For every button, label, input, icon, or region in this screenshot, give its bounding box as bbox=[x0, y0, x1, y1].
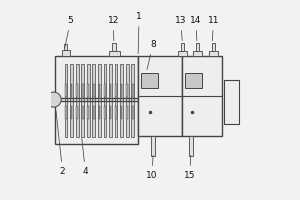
Bar bbox=[178, 51, 187, 56]
Bar bbox=[82, 106, 83, 119]
Bar bbox=[120, 64, 123, 137]
Circle shape bbox=[46, 92, 61, 107]
Bar bbox=[76, 106, 78, 119]
Bar bbox=[55, 56, 138, 144]
Text: 14: 14 bbox=[190, 16, 201, 41]
Bar bbox=[82, 84, 83, 97]
Bar bbox=[151, 136, 155, 156]
Text: 5: 5 bbox=[65, 16, 74, 48]
Bar bbox=[104, 84, 106, 97]
Bar bbox=[132, 106, 134, 119]
Bar bbox=[103, 64, 106, 137]
Bar bbox=[126, 64, 129, 137]
Bar bbox=[182, 56, 221, 136]
Bar bbox=[115, 84, 117, 97]
Bar bbox=[93, 106, 94, 119]
Bar bbox=[112, 43, 116, 51]
Bar bbox=[93, 84, 94, 97]
Bar bbox=[138, 56, 182, 136]
Bar bbox=[98, 84, 100, 97]
Bar bbox=[212, 43, 214, 51]
Bar bbox=[104, 106, 106, 119]
Bar bbox=[193, 51, 202, 56]
Text: 10: 10 bbox=[146, 155, 158, 180]
Bar bbox=[98, 106, 100, 119]
Text: 13: 13 bbox=[175, 16, 187, 41]
Bar bbox=[141, 73, 158, 88]
Bar bbox=[76, 64, 79, 137]
Bar bbox=[87, 64, 90, 137]
Bar bbox=[71, 106, 72, 119]
Text: 2: 2 bbox=[56, 111, 65, 176]
Bar bbox=[64, 64, 68, 137]
Bar bbox=[64, 44, 67, 50]
Bar bbox=[126, 106, 128, 119]
Text: 12: 12 bbox=[108, 16, 119, 41]
Bar bbox=[126, 84, 128, 97]
Bar bbox=[109, 51, 120, 56]
Bar bbox=[61, 50, 70, 56]
Bar bbox=[71, 84, 72, 97]
Bar bbox=[110, 84, 111, 97]
Bar bbox=[65, 84, 67, 97]
Text: 11: 11 bbox=[208, 16, 219, 41]
Bar bbox=[208, 51, 217, 56]
Bar bbox=[115, 64, 117, 137]
Bar bbox=[121, 84, 122, 97]
Bar bbox=[110, 106, 111, 119]
Bar bbox=[189, 136, 193, 156]
Bar bbox=[185, 73, 202, 88]
Bar bbox=[196, 43, 199, 51]
Text: 4: 4 bbox=[82, 139, 88, 176]
Bar bbox=[132, 84, 134, 97]
Bar bbox=[98, 64, 101, 137]
Bar bbox=[121, 106, 122, 119]
Text: 15: 15 bbox=[184, 155, 196, 180]
Bar bbox=[115, 106, 117, 119]
Bar bbox=[76, 84, 78, 97]
Bar bbox=[87, 106, 89, 119]
Text: 8: 8 bbox=[147, 40, 156, 69]
Text: 1: 1 bbox=[136, 12, 142, 54]
Bar bbox=[181, 43, 184, 51]
Bar bbox=[224, 80, 239, 124]
Bar bbox=[65, 106, 67, 119]
Bar bbox=[87, 84, 89, 97]
Bar bbox=[92, 64, 95, 137]
Bar bbox=[109, 64, 112, 137]
Bar bbox=[81, 64, 84, 137]
Bar bbox=[131, 64, 134, 137]
Bar bbox=[70, 64, 73, 137]
